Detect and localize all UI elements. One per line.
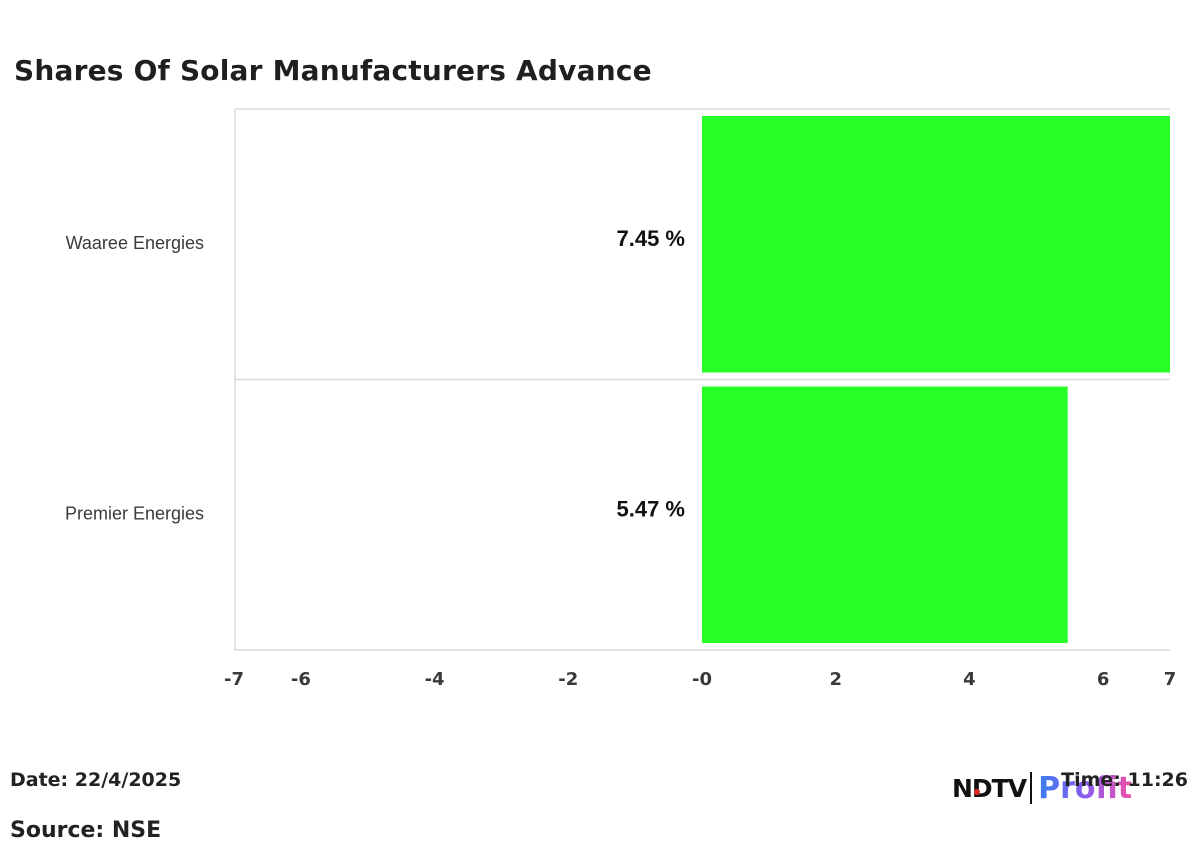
data-labels: 7.45 % 5.47 % (617, 226, 686, 522)
x-tick-label: -2 (558, 669, 578, 690)
x-tick-label: 2 (829, 669, 842, 690)
logo-ndtv: NDTV (952, 773, 1027, 803)
date-label: Date: 22/4/2025 (10, 769, 182, 791)
category-labels: Waaree Energies Premier Energies (65, 233, 204, 524)
x-tick-label: -7 (224, 669, 244, 690)
time-label: Time: 11:26 (1061, 769, 1188, 791)
x-tick-label: 7 (1164, 669, 1177, 690)
x-tick-label: 6 (1097, 669, 1110, 690)
x-tick-label: -0 (692, 669, 712, 690)
bar-chart: 7.45 % 5.47 % Waaree Energies Premier Ener… (65, 108, 1176, 690)
ndtv-profit-logo: NDTV Profit (952, 768, 1132, 808)
chart-title: Shares Of Solar Manufacturers Advance (14, 54, 652, 87)
x-tick-label: 4 (963, 669, 976, 690)
x-tick-label: -4 (425, 669, 445, 690)
category-label: Waaree Energies (66, 233, 204, 253)
bars (702, 116, 1170, 643)
bar (702, 386, 1068, 643)
data-label: 7.45 % (617, 226, 686, 251)
bar (702, 116, 1170, 373)
data-label: 5.47 % (617, 497, 686, 522)
category-label: Premier Energies (65, 504, 204, 524)
plot-frame (234, 108, 1170, 651)
logo-profit: Profit (1038, 770, 1133, 806)
x-tick-label: -6 (291, 669, 311, 690)
x-axis-ticks: -7 -6 -4 -2 -0 2 4 6 7 (224, 669, 1176, 690)
logo-separator (1030, 772, 1033, 804)
